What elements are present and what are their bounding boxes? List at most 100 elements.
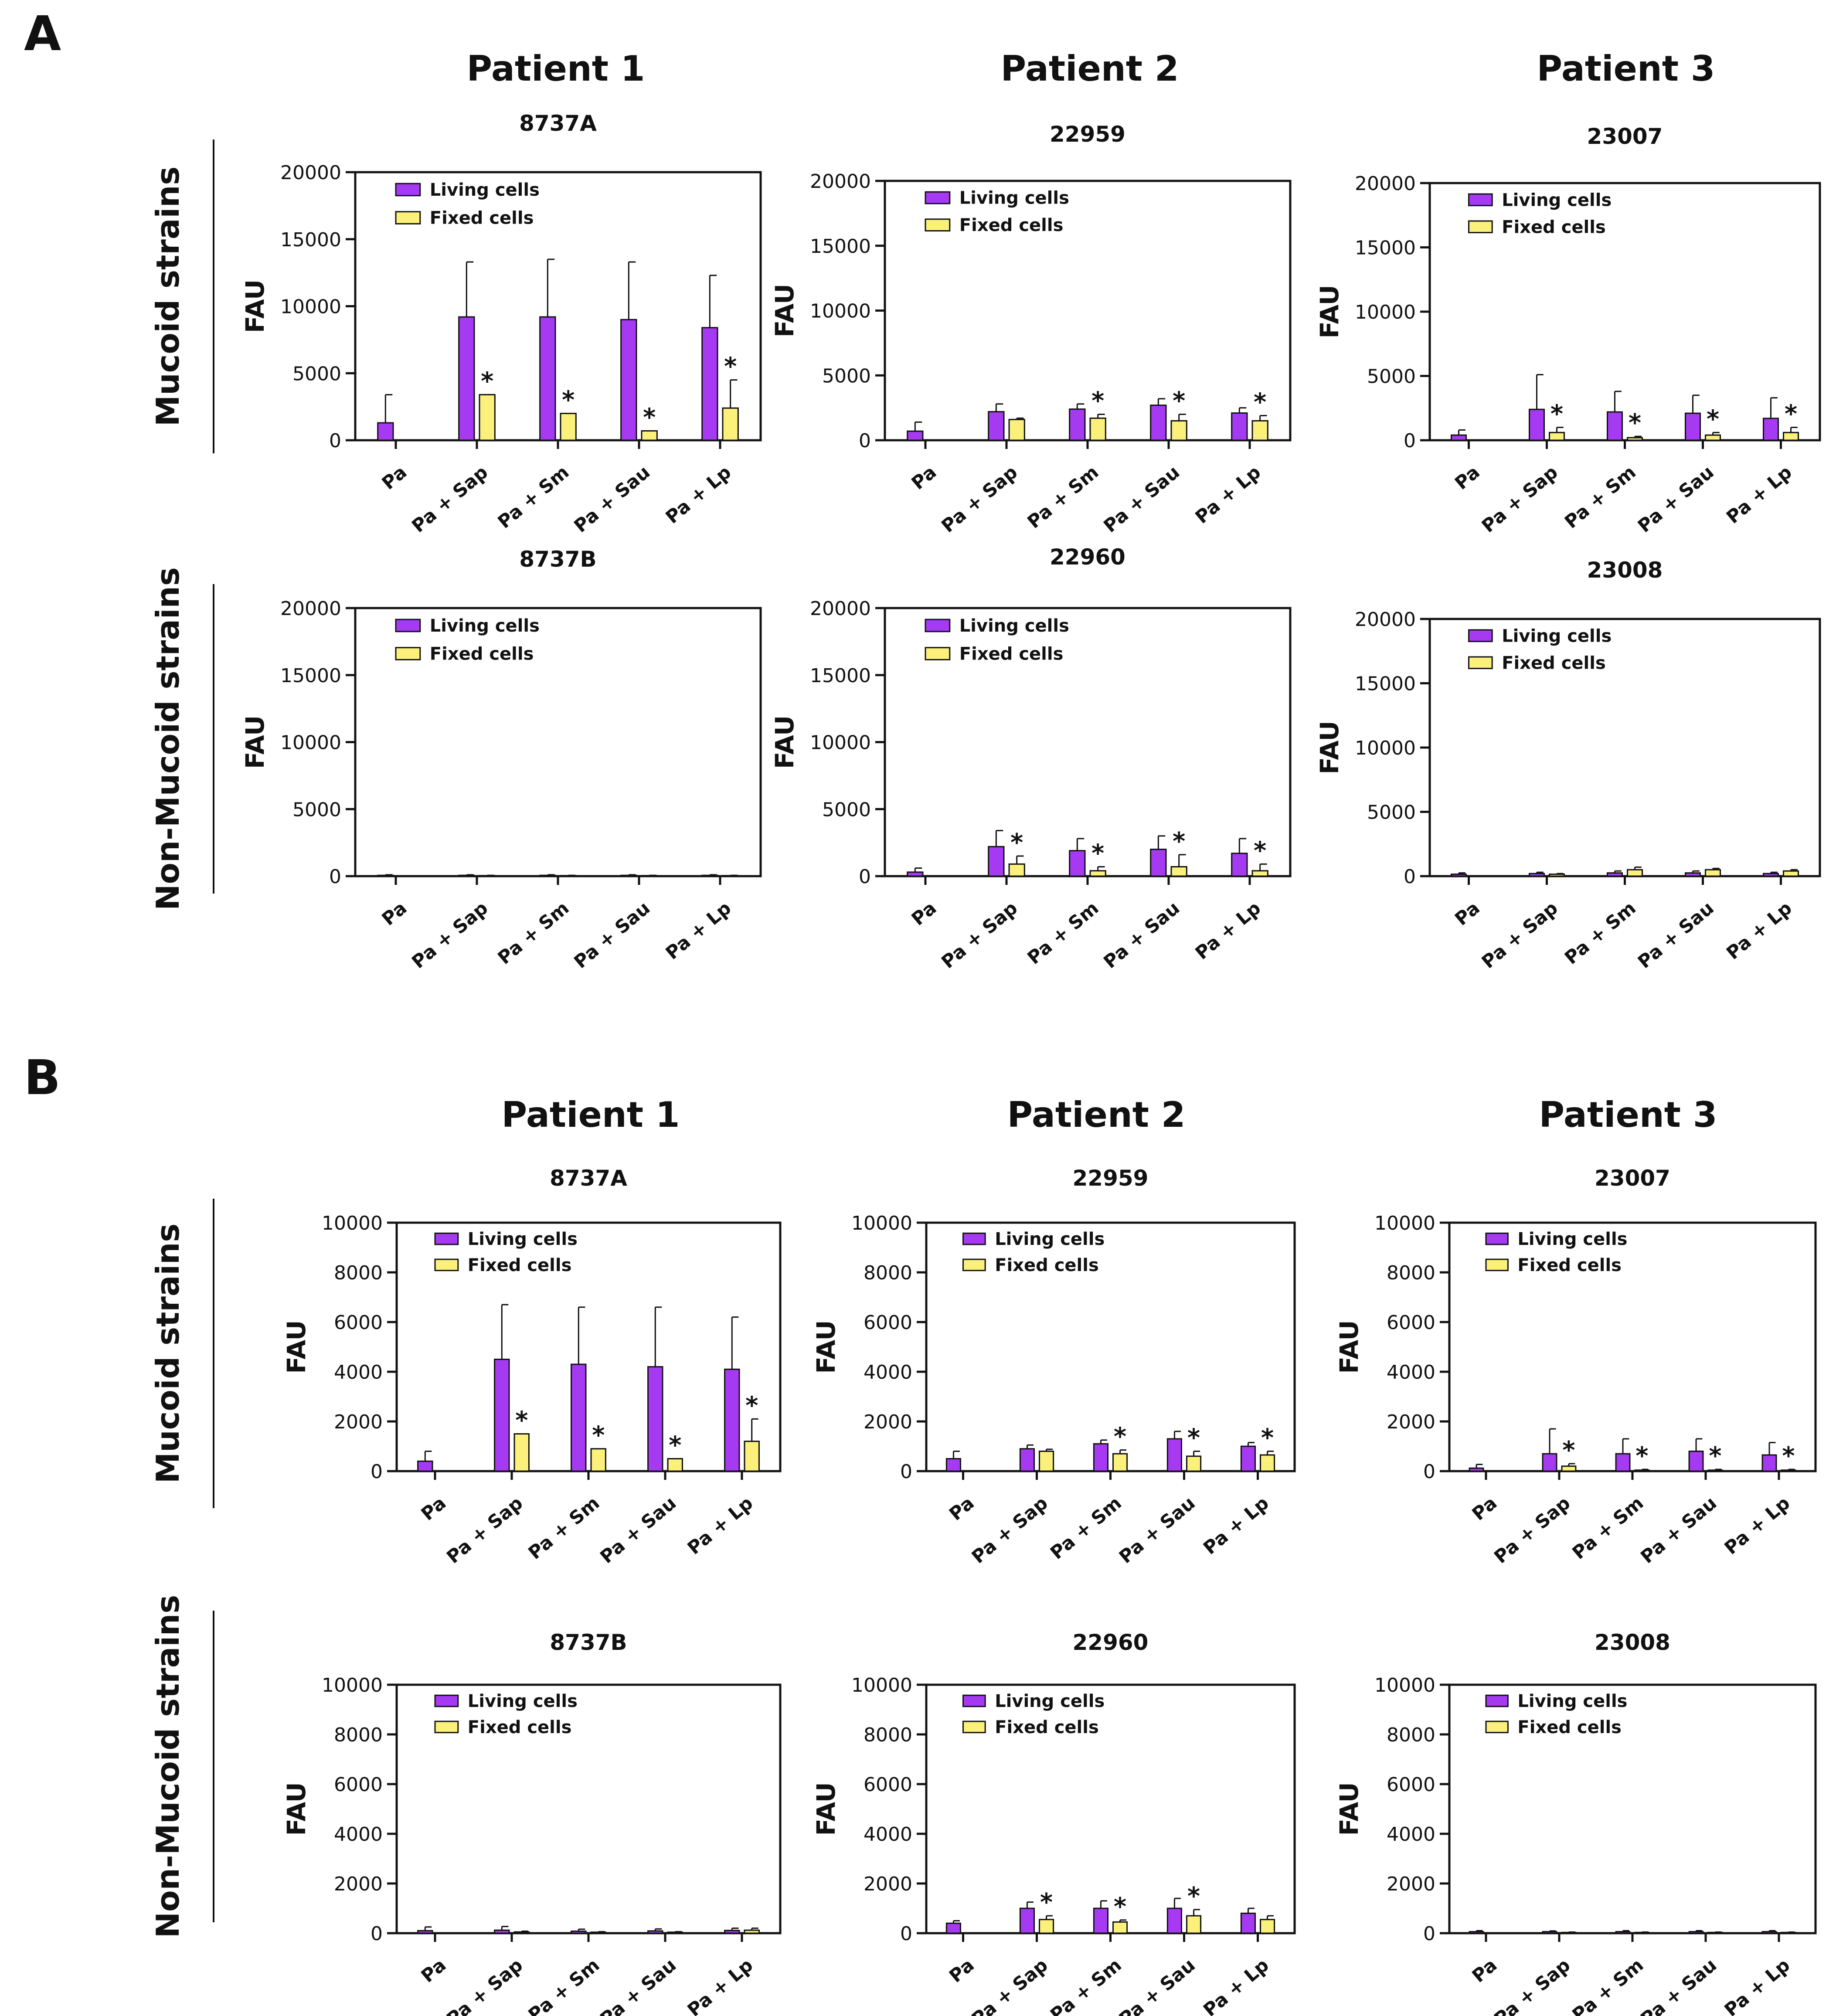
chart-title: 23008 xyxy=(1587,558,1663,583)
x-tick-label: Pa + Sau xyxy=(596,1492,680,1567)
bar-fixed xyxy=(479,394,496,441)
y-tick-label: 10000 xyxy=(851,1212,912,1234)
chart-B-3: 23007 0 2000 4000 6000 8000 10000 FAU Living cel… xyxy=(1334,1166,1817,1567)
legend-swatch-fixed xyxy=(925,647,951,660)
x-tick-label: Pa + Lp xyxy=(662,461,735,528)
bar-living xyxy=(1240,1445,1256,1472)
x-tick-label: Pa xyxy=(1451,897,1484,930)
x-tick-label: Pa + Sap xyxy=(1478,461,1562,537)
bar-fixed xyxy=(513,1433,530,1472)
y-tick-label: 10000 xyxy=(1374,1212,1435,1234)
y-tick-label: 8000 xyxy=(1387,1262,1435,1284)
x-tick-label: Pa + Sap xyxy=(1490,1954,1574,2016)
y-tick-label: 5000 xyxy=(1367,802,1416,824)
bar-living xyxy=(1069,850,1086,877)
significance-star: * xyxy=(1707,405,1719,433)
y-tick-label: 10000 xyxy=(1355,301,1416,323)
x-tick-label: Pa + Sau xyxy=(1636,1492,1720,1567)
bar-fixed xyxy=(1260,1919,1275,1934)
legend-label-fixed: Fixed cells xyxy=(995,1717,1099,1737)
significance-star: * xyxy=(1010,829,1023,857)
legend-label-living: Living cells xyxy=(468,1229,578,1249)
y-tick-label: 10000 xyxy=(322,1212,383,1234)
y-tick-label: 5000 xyxy=(292,799,341,821)
x-tick-label: Pa + Sap xyxy=(1490,1492,1574,1567)
y-tick-label: 0 xyxy=(329,430,341,452)
bar-fixed xyxy=(1089,870,1106,877)
bar-fixed xyxy=(1705,869,1721,877)
y-tick-label: 4000 xyxy=(334,1823,383,1846)
significance-star: * xyxy=(515,1407,528,1435)
legend-swatch-fixed xyxy=(1485,1720,1509,1734)
y-axis-label: FAU xyxy=(1334,1782,1364,1836)
y-tick-label: 10000 xyxy=(280,296,341,318)
panel-letter: B xyxy=(24,1050,61,1105)
x-tick-label: Pa + Lp xyxy=(1199,1954,1273,2016)
x-tick-label: Pa xyxy=(945,1492,978,1525)
x-tick-label: Pa + Sap xyxy=(408,461,492,537)
y-tick-label: 10000 xyxy=(280,732,341,754)
chart-title: 23007 xyxy=(1595,1166,1670,1191)
chart-title: 8737A xyxy=(550,1166,627,1191)
bar-fixed xyxy=(1627,437,1643,441)
chart-title: 23007 xyxy=(1587,124,1663,149)
bar-living xyxy=(571,1363,587,1472)
chart-B-1: 8737A 0 2000 4000 6000 8000 10000 FAU Living cel… xyxy=(282,1166,782,1567)
x-tick-label: Pa xyxy=(1451,461,1484,494)
x-tick-label: Pa + Sm xyxy=(1568,1492,1647,1564)
bar-fixed xyxy=(1170,866,1187,877)
bar-living xyxy=(1684,412,1701,441)
significance-star: * xyxy=(1040,1888,1053,1917)
x-tick-label: Pa + Sau xyxy=(596,1954,680,2016)
y-axis-label: FAU xyxy=(1315,721,1344,774)
bar-living xyxy=(1093,1907,1108,1934)
bar-living xyxy=(907,871,924,877)
y-tick-label: 15000 xyxy=(280,665,341,687)
legend-label-fixed: Fixed cells xyxy=(1517,1717,1622,1737)
legend-swatch-fixed xyxy=(1468,656,1493,670)
legend-label-living: Living cells xyxy=(995,1229,1105,1249)
significance-star: * xyxy=(1550,400,1563,428)
bar-living xyxy=(1019,1907,1035,1934)
bar-living xyxy=(907,430,924,441)
y-tick-label: 2000 xyxy=(864,1411,912,1433)
x-tick-label: Pa + Sap xyxy=(968,1954,1052,2016)
y-tick-label: 0 xyxy=(900,1461,912,1483)
y-tick-label: 10000 xyxy=(1355,737,1416,759)
y-tick-label: 10000 xyxy=(322,1674,383,1696)
x-tick-label: Pa xyxy=(908,461,941,494)
x-tick-label: Pa + Sap xyxy=(968,1492,1052,1567)
y-tick-label: 6000 xyxy=(1387,1312,1435,1334)
bar-fixed xyxy=(722,407,739,441)
legend-label-fixed: Fixed cells xyxy=(468,1717,572,1737)
legend-swatch-fixed xyxy=(925,218,951,232)
y-tick-label: 6000 xyxy=(864,1774,912,1796)
x-tick-label: Pa + Sm xyxy=(1561,461,1640,533)
y-tick-label: 2000 xyxy=(864,1873,912,1895)
x-tick-label: Pa xyxy=(378,461,411,494)
x-tick-label: Pa + Sm xyxy=(493,897,573,969)
bar-living xyxy=(1528,408,1545,441)
legend-swatch-fixed xyxy=(1468,220,1493,234)
x-tick-label: Pa + Sm xyxy=(524,1492,603,1564)
x-tick-label: Pa + Lp xyxy=(683,1492,757,1559)
bar-living xyxy=(1542,1931,1557,1934)
y-tick-label: 20000 xyxy=(1355,609,1416,631)
significance-star: * xyxy=(1187,1424,1200,1452)
significance-star: * xyxy=(643,403,656,432)
y-tick-label: 20000 xyxy=(1355,173,1416,195)
x-tick-label: Pa + Sap xyxy=(442,1492,527,1567)
x-tick-label: Pa + Lp xyxy=(1191,461,1265,528)
significance-star: * xyxy=(745,1391,758,1420)
bar-fixed xyxy=(1251,870,1268,877)
y-tick-label: 2000 xyxy=(334,1873,383,1895)
row-label: Non-Mucoid strains xyxy=(150,567,186,910)
y-axis-label: FAU xyxy=(770,715,799,769)
bar-living xyxy=(1615,1931,1631,1934)
y-tick-label: 0 xyxy=(371,1923,383,1945)
x-tick-label: Pa + Sm xyxy=(1023,897,1102,969)
significance-star: * xyxy=(669,1431,681,1460)
bar-living xyxy=(701,874,718,877)
bar-fixed xyxy=(1008,863,1025,877)
bar-living xyxy=(1761,1931,1777,1934)
